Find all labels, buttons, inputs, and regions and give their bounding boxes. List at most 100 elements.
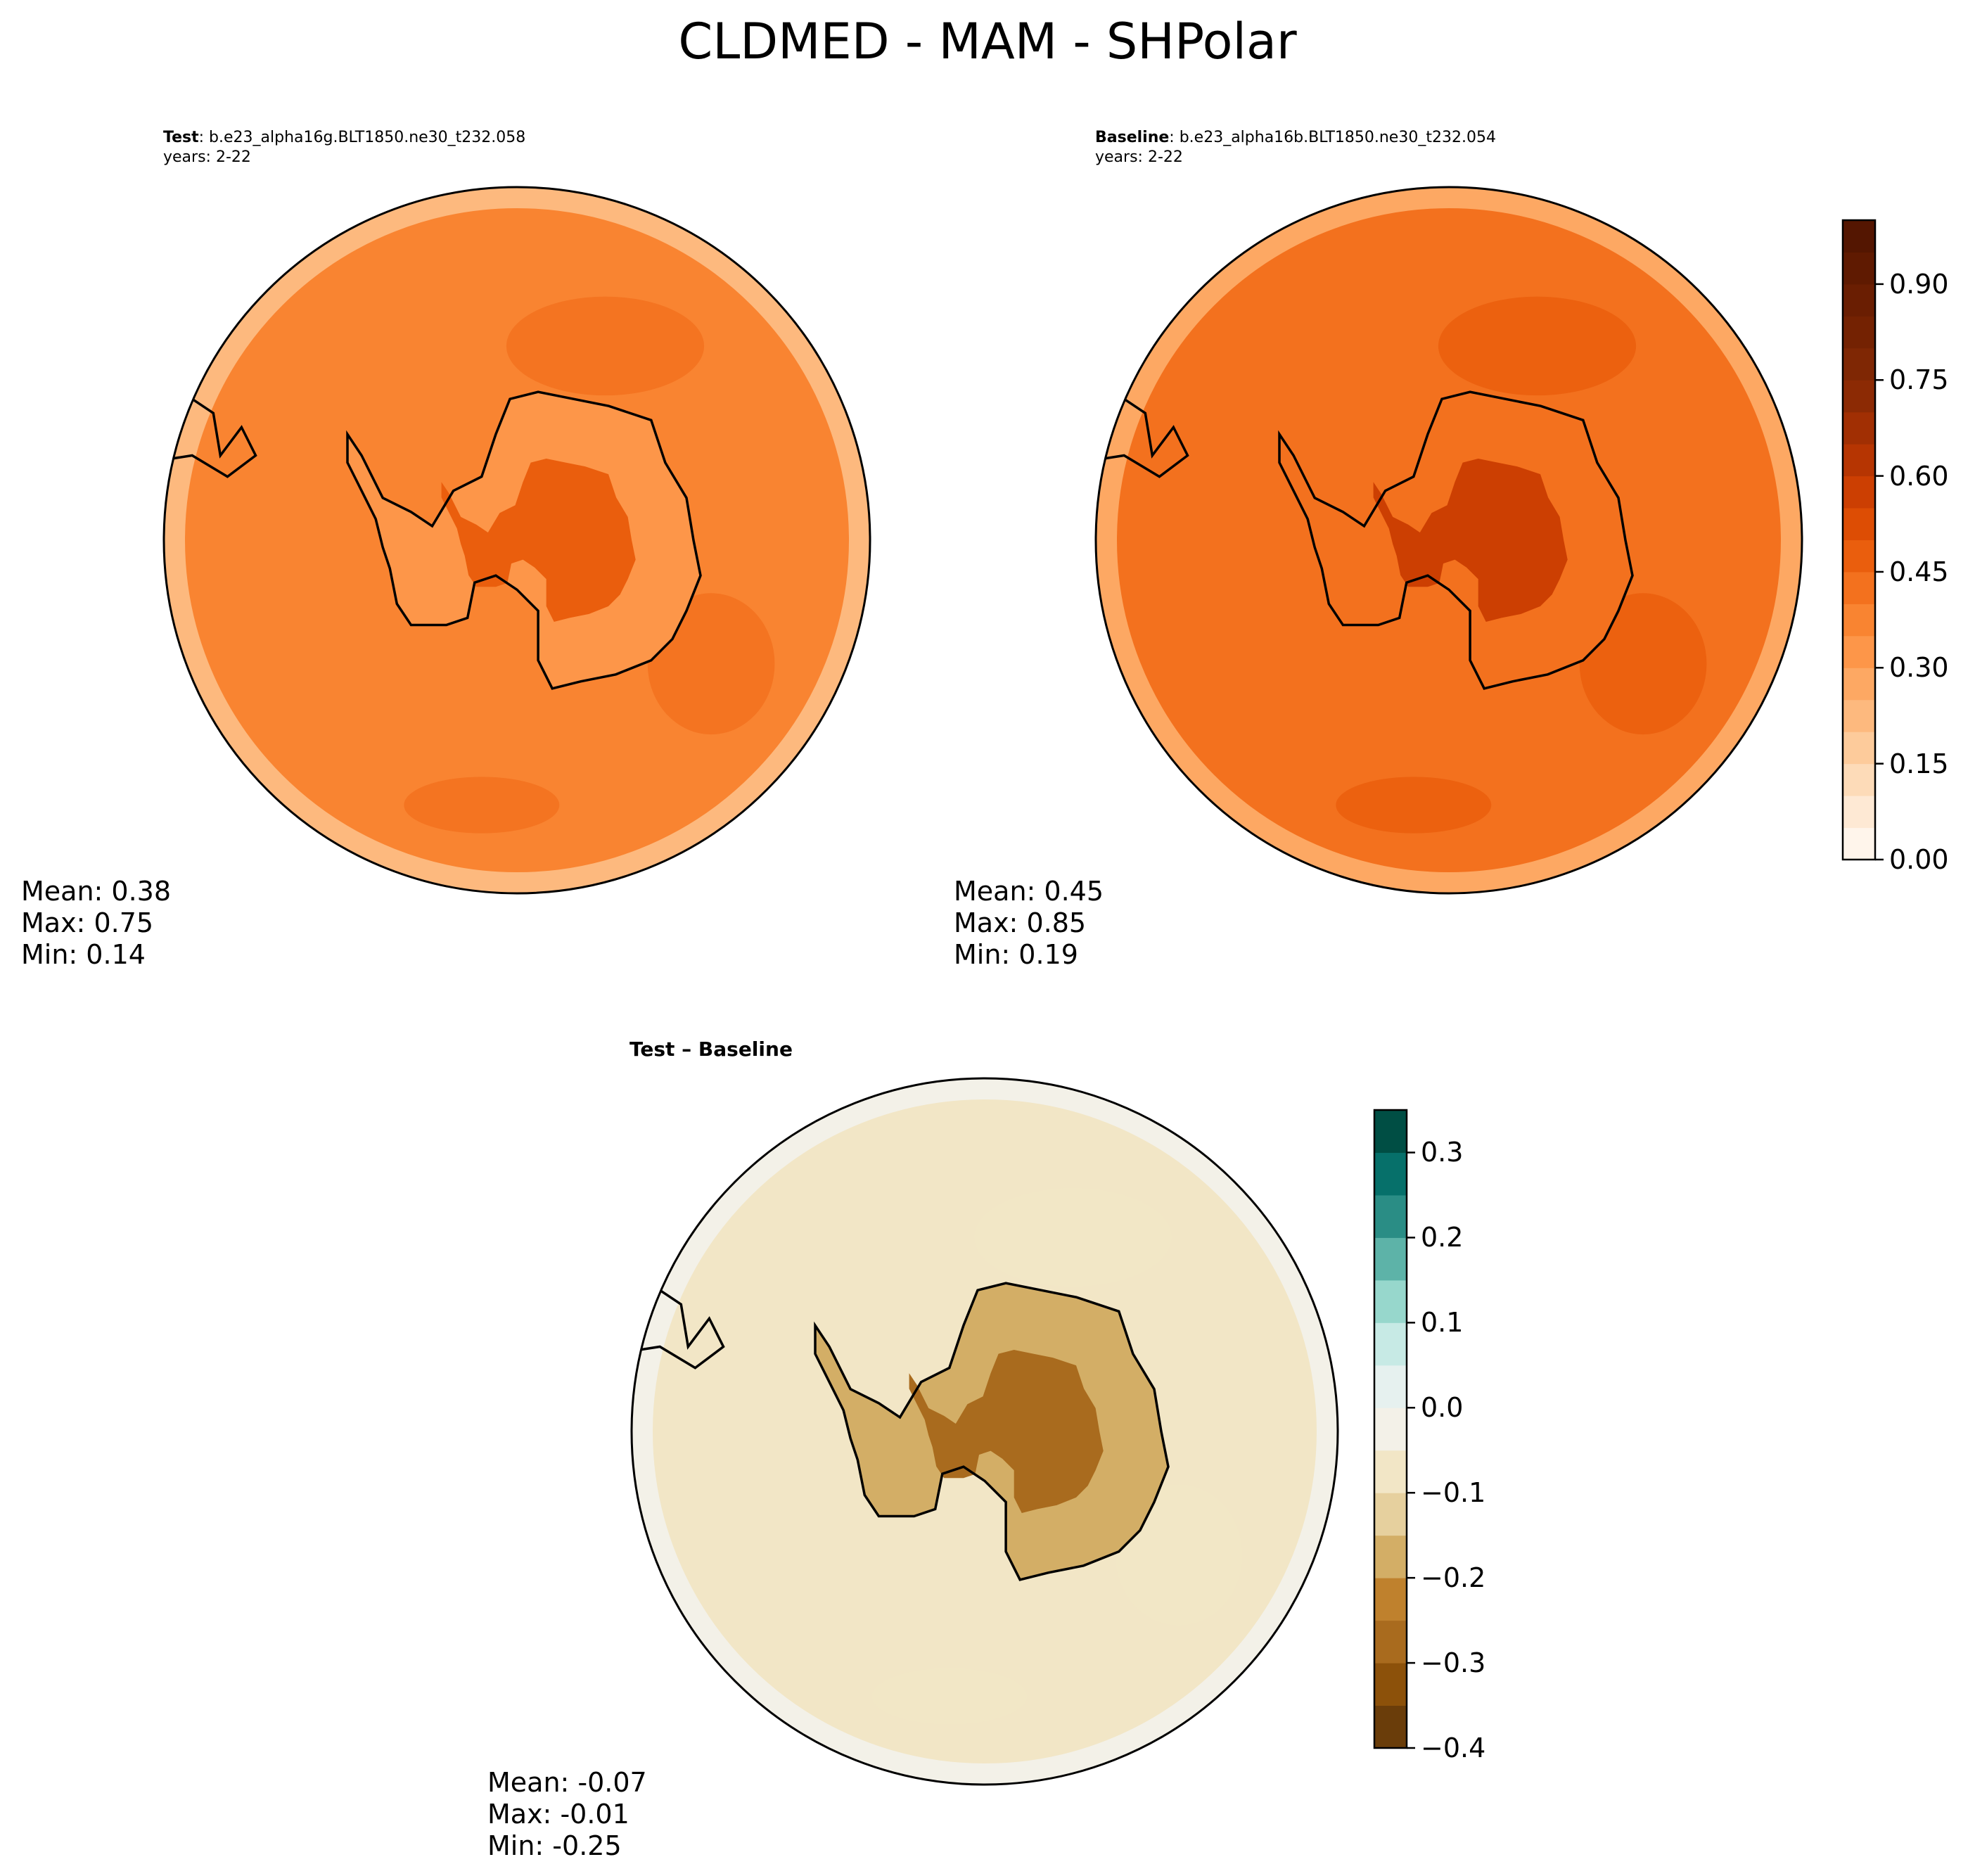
colorbar-segment bbox=[1374, 1237, 1407, 1281]
anomaly-blob bbox=[404, 777, 560, 834]
diff-colorbar bbox=[1373, 1109, 1415, 1749]
test-min: Min: 0.14 bbox=[21, 939, 146, 970]
south-america-coastline bbox=[164, 397, 257, 478]
colorbar-segment bbox=[1843, 604, 1875, 637]
colorbar-segment bbox=[1374, 1322, 1407, 1366]
main-colorbar bbox=[1841, 219, 1884, 861]
map-fill-group bbox=[164, 187, 870, 893]
colorbar-segment bbox=[1374, 1450, 1407, 1493]
diff-mean: Mean: -0.07 bbox=[487, 1767, 647, 1798]
colorbar-segment bbox=[1374, 1535, 1407, 1578]
antarctica-coastline bbox=[1278, 390, 1634, 690]
baseline-case-name: : b.e23_alpha16b.BLT1850.ne30_t232.054 bbox=[1169, 129, 1496, 146]
baseline-min: Min: 0.19 bbox=[954, 939, 1078, 970]
colorbar-segment bbox=[1843, 380, 1875, 413]
colorbar-segment bbox=[1374, 1280, 1407, 1323]
anomaly-blob bbox=[1579, 593, 1707, 735]
colorbar-segment bbox=[1843, 635, 1875, 668]
colorbar-segment bbox=[1843, 347, 1875, 381]
colorbar-segment bbox=[1843, 411, 1875, 445]
test-mean: Mean: 0.38 bbox=[21, 876, 172, 907]
colorbar-segment bbox=[1843, 699, 1875, 732]
south-america-coastline bbox=[632, 1289, 725, 1370]
anomaly-blob bbox=[506, 296, 705, 396]
colorbar-tick-label: 0.15 bbox=[1889, 748, 1949, 779]
colorbar-tick-label: −0.1 bbox=[1421, 1477, 1486, 1509]
colorbar-tick-label: 0.0 bbox=[1421, 1392, 1464, 1424]
map-fill-group bbox=[632, 1078, 1338, 1785]
map-boundary bbox=[630, 1077, 1339, 1786]
test-polar-map bbox=[162, 186, 871, 895]
antarctica-core bbox=[441, 459, 636, 622]
colorbar-segment bbox=[1374, 1194, 1407, 1238]
baseline-mean: Mean: 0.45 bbox=[954, 876, 1104, 907]
map-boundary bbox=[162, 186, 871, 895]
diff-polar-map bbox=[630, 1077, 1339, 1786]
colorbar-segment bbox=[1843, 732, 1875, 765]
colorbar-tick-label: −0.2 bbox=[1421, 1562, 1486, 1594]
map-fill-group bbox=[1096, 187, 1802, 893]
antarctica-coastline bbox=[814, 1282, 1170, 1581]
colorbar-segment bbox=[1374, 1663, 1407, 1706]
figure-title: CLDMED - MAM - SHPolar bbox=[678, 13, 1297, 70]
colorbar-tick-label: 0.30 bbox=[1889, 652, 1949, 684]
test-label: Test bbox=[163, 129, 199, 146]
colorbar-segment bbox=[1374, 1578, 1407, 1621]
anomaly-blob bbox=[647, 593, 775, 735]
colorbar-segment bbox=[1843, 796, 1875, 829]
colorbar-frame bbox=[1841, 219, 1877, 861]
colorbar-segment bbox=[1374, 1705, 1407, 1749]
baseline-panel-header: Baseline: b.e23_alpha16b.BLT1850.ne30_t2… bbox=[1095, 128, 1496, 167]
colorbar-segment bbox=[1843, 316, 1875, 349]
anomaly-blob bbox=[1438, 296, 1637, 396]
test-stats: Mean: 0.38 Max: 0.75 Min: 0.14 bbox=[21, 876, 171, 971]
antarctica-coastline bbox=[346, 390, 702, 690]
diff-panel-header: Test – Baseline bbox=[629, 1038, 793, 1061]
colorbar-frame bbox=[1373, 1109, 1408, 1749]
colorbar-segment bbox=[1374, 1110, 1407, 1153]
colorbar-tick-label: −0.4 bbox=[1421, 1733, 1486, 1763]
diff-min: Min: -0.25 bbox=[487, 1830, 622, 1861]
colorbar-tick-label: 0.45 bbox=[1889, 556, 1949, 587]
south-america-coastline bbox=[1096, 397, 1189, 478]
anomaly-blob bbox=[871, 1668, 1028, 1725]
colorbar-tick-label: −0.3 bbox=[1421, 1647, 1486, 1679]
colorbar-segment bbox=[1374, 1493, 1407, 1536]
colorbar-segment bbox=[1843, 220, 1875, 253]
baseline-years: years: 2-22 bbox=[1095, 148, 1183, 166]
colorbar-tick-label: 0.90 bbox=[1889, 268, 1949, 300]
colorbar-segment bbox=[1374, 1620, 1407, 1664]
colorbar-segment bbox=[1843, 283, 1875, 317]
anomaly-blob bbox=[1115, 1484, 1243, 1626]
anomaly-blob bbox=[973, 1187, 1172, 1287]
test-years: years: 2-22 bbox=[163, 148, 251, 166]
colorbar-tick-label: 0.3 bbox=[1421, 1137, 1464, 1168]
test-case-name: : b.e23_alpha16g.BLT1850.ne30_t232.058 bbox=[198, 129, 526, 146]
colorbar-segment bbox=[1843, 763, 1875, 796]
colorbar-segment bbox=[1843, 444, 1875, 477]
diff-max: Max: -0.01 bbox=[487, 1799, 629, 1830]
colorbar-tick-label: 0.75 bbox=[1889, 364, 1949, 396]
colorbar-segment bbox=[1374, 1408, 1407, 1451]
colorbar-tick-label: 0.2 bbox=[1421, 1222, 1464, 1253]
test-max: Max: 0.75 bbox=[21, 907, 154, 938]
baseline-polar-map bbox=[1094, 186, 1803, 895]
colorbar-segment bbox=[1843, 508, 1875, 540]
colorbar-tick-label: 0.00 bbox=[1889, 844, 1949, 875]
baseline-stats: Mean: 0.45 Max: 0.85 Min: 0.19 bbox=[954, 876, 1104, 971]
colorbar-segment bbox=[1374, 1365, 1407, 1408]
anomaly-blob bbox=[1336, 777, 1492, 834]
colorbar-segment bbox=[1843, 571, 1875, 604]
colorbar-segment bbox=[1843, 827, 1875, 860]
baseline-max: Max: 0.85 bbox=[954, 907, 1087, 938]
colorbar-segment bbox=[1843, 252, 1875, 285]
diff-stats: Mean: -0.07 Max: -0.01 Min: -0.25 bbox=[487, 1767, 647, 1862]
antarctica-core bbox=[1373, 459, 1568, 622]
map-boundary bbox=[1094, 186, 1803, 895]
colorbar-segment bbox=[1374, 1152, 1407, 1196]
test-panel-header: Test: b.e23_alpha16g.BLT1850.ne30_t232.0… bbox=[163, 128, 525, 167]
baseline-label: Baseline bbox=[1095, 129, 1170, 146]
colorbar-tick-label: 0.60 bbox=[1889, 460, 1949, 492]
